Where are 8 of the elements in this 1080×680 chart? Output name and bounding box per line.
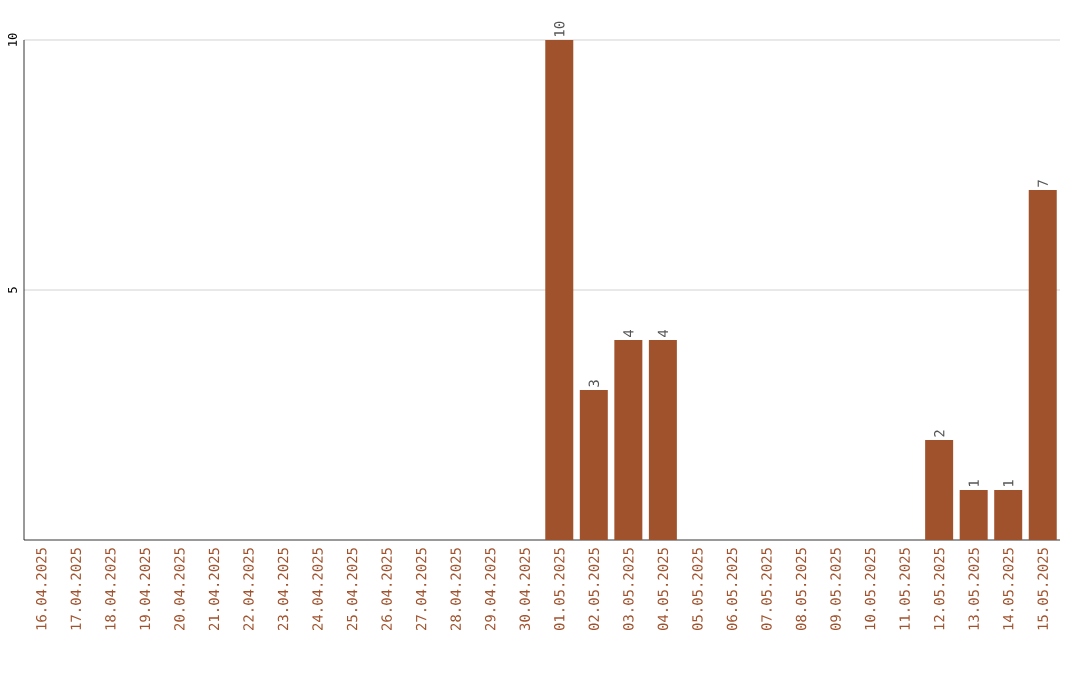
bar [959,490,988,540]
bar [545,39,574,540]
bar [994,490,1023,540]
bar [925,440,954,540]
bar [579,390,608,540]
bar [1028,190,1057,540]
bar [614,340,643,540]
bar [648,340,677,540]
